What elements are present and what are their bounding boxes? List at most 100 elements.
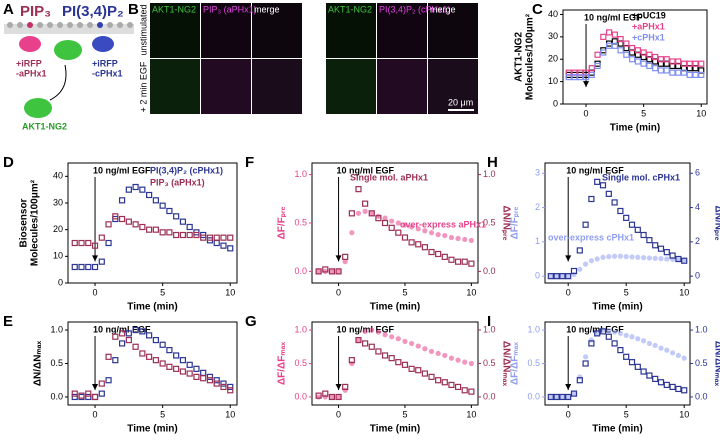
- data-point: [335, 268, 342, 274]
- data-point: [152, 357, 159, 364]
- data-point: [565, 273, 571, 279]
- image-header: AKT1-NG2: [328, 4, 372, 14]
- data-point: [658, 345, 664, 351]
- y-tick-label: 20: [53, 224, 63, 234]
- membrane: [4, 24, 134, 34]
- data-point: [315, 392, 322, 399]
- y-tick-label: 0.5: [50, 358, 63, 368]
- data-point: [112, 213, 119, 220]
- data-point: [125, 186, 132, 193]
- data-point: [402, 338, 408, 345]
- data-point: [640, 49, 647, 56]
- y-axis-label: ΔN/ΔNₘₐₓ: [33, 341, 44, 387]
- data-point: [628, 221, 636, 228]
- row-label: + 2 min EGF: [138, 61, 148, 112]
- data-point: [322, 394, 328, 400]
- data-point: [669, 383, 676, 391]
- y-tick-label: 1.0: [527, 324, 540, 334]
- data-point: [623, 332, 629, 338]
- data-point: [362, 208, 368, 214]
- y-axis-label: Molecules/100μm²: [30, 179, 41, 266]
- y-tick-label: 1.0: [294, 324, 307, 334]
- data-point: [623, 254, 629, 260]
- x-tick-label: 5: [160, 287, 165, 297]
- image-header: merge: [254, 4, 280, 14]
- data-point: [355, 210, 362, 216]
- data-point: [629, 254, 635, 260]
- data-point: [669, 252, 676, 259]
- data-point: [663, 381, 670, 389]
- data-point: [698, 71, 705, 79]
- data-point: [571, 391, 577, 397]
- data-point: [402, 222, 408, 228]
- data-point: [657, 67, 665, 74]
- data-point: [559, 393, 566, 401]
- data-point: [112, 333, 119, 340]
- y2-axis-label: ΔN/Nₚᵣₑ: [712, 206, 720, 241]
- probe-label: +iRFP: [16, 58, 42, 68]
- data-point: [435, 232, 441, 238]
- data-point: [355, 337, 362, 343]
- x-tick-label: 5: [624, 287, 629, 297]
- arrow-head: [92, 255, 99, 262]
- data-point: [186, 223, 193, 231]
- probe-label: -cPHx1: [92, 68, 123, 78]
- data-point: [428, 373, 435, 380]
- data-point: [657, 379, 665, 386]
- data-point: [342, 383, 349, 391]
- data-point: [577, 74, 584, 81]
- data-point: [85, 390, 92, 397]
- y2-axis-label: ΔN/ΔNₘₐₓ: [712, 341, 720, 387]
- series-label: +cPHx1: [632, 32, 665, 42]
- lipid-heads: [7, 22, 133, 28]
- data-point: [105, 377, 112, 384]
- x-tick-label: 5: [641, 108, 646, 118]
- data-point: [634, 47, 641, 54]
- panel-letter: C: [532, 1, 543, 18]
- data-point: [565, 74, 572, 81]
- data-point: [408, 239, 415, 246]
- lipid-label: PIP₃: [20, 3, 51, 20]
- data-point: [588, 65, 595, 72]
- data-point: [395, 336, 401, 342]
- data-point: [686, 60, 693, 67]
- data-point: [395, 229, 402, 236]
- probe-label: +iRFP: [92, 58, 118, 68]
- data-point: [78, 392, 85, 399]
- data-point: [570, 390, 578, 397]
- data-point: [388, 355, 395, 362]
- y-tick-label: 1: [535, 236, 540, 246]
- data-point: [617, 347, 624, 354]
- data-point: [435, 250, 442, 258]
- data-point: [348, 210, 355, 217]
- data-point: [159, 229, 166, 236]
- y2-tick-label: 1.0: [695, 324, 708, 334]
- data-point: [322, 390, 329, 397]
- data-point: [382, 215, 388, 221]
- y-tick-label: 40: [548, 9, 558, 19]
- y2-tick-label: 0: [695, 271, 700, 281]
- data-point: [227, 383, 234, 391]
- x-tick-label: 10: [466, 287, 476, 297]
- data-point: [565, 394, 571, 400]
- data-point: [583, 261, 589, 267]
- data-point: [206, 373, 214, 380]
- x-tick-label: 0: [336, 287, 341, 297]
- data-point: [680, 69, 688, 76]
- data-point: [328, 393, 336, 401]
- data-point: [455, 357, 461, 363]
- data-point: [652, 375, 659, 382]
- data-point: [105, 353, 112, 360]
- data-point: [322, 266, 329, 273]
- y-tick-label: 40: [53, 171, 63, 181]
- data-point: [118, 340, 126, 347]
- y-tick-label: 0.5: [527, 358, 540, 368]
- y-axis-label: Biosensor: [19, 198, 30, 247]
- y2-tick-label: 0.5: [483, 217, 496, 227]
- data-point: [640, 231, 647, 239]
- data-point: [166, 207, 173, 215]
- data-point: [71, 263, 78, 271]
- data-point: [342, 259, 348, 265]
- data-point: [329, 268, 335, 274]
